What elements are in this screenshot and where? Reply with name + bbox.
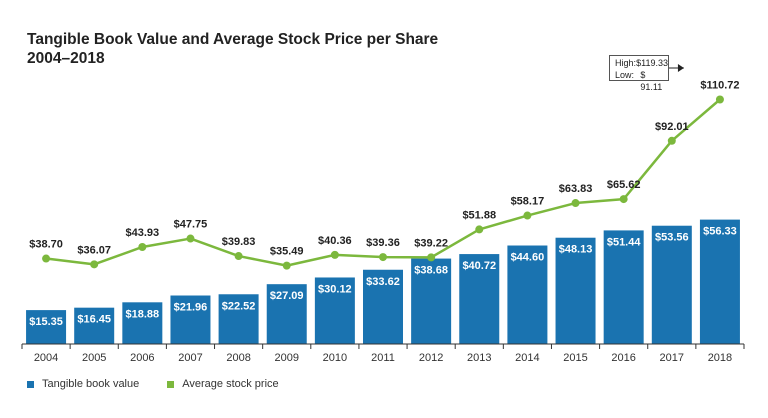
bar-data-label: $21.96 xyxy=(174,302,208,314)
bar-tangible-book-value xyxy=(122,302,163,344)
x-tick-label: 2013 xyxy=(467,352,491,364)
legend-label-line: Average stock price xyxy=(182,378,279,390)
x-tick-label: 2005 xyxy=(82,352,106,364)
line-data-label: $39.83 xyxy=(222,236,256,248)
bar-tangible-book-value xyxy=(170,295,211,344)
chart-title-line2: 2004–2018 xyxy=(27,50,105,67)
line-point-average-stock-price xyxy=(715,95,724,104)
bar-tangible-book-value xyxy=(507,245,548,344)
annotation-low-value: $ 91.11 xyxy=(640,70,663,92)
bar-data-label: $27.09 xyxy=(270,290,304,302)
line-point-average-stock-price xyxy=(379,253,387,262)
x-tick-label: 2016 xyxy=(611,352,635,364)
bar-data-label: $16.45 xyxy=(77,314,111,326)
bar-data-label: $44.60 xyxy=(511,252,545,264)
line-data-label: $51.88 xyxy=(462,209,496,221)
bar-tangible-book-value xyxy=(363,269,403,344)
line-point-average-stock-price xyxy=(427,253,436,262)
line-data-label: $65.62 xyxy=(607,179,641,191)
bar-tangible-book-value xyxy=(218,294,259,344)
line-data-label: $36.07 xyxy=(77,244,111,256)
line-data-label: $40.36 xyxy=(318,235,352,247)
bar-tangible-book-value xyxy=(603,230,644,344)
high-low-annotation: High: $119.33 Low: $ 91.11 xyxy=(609,55,669,92)
line-data-label: $39.36 xyxy=(366,237,400,249)
bar-tangible-book-value xyxy=(26,310,67,344)
bar-data-label: $53.56 xyxy=(655,232,689,244)
x-tick-label: 2014 xyxy=(515,352,539,364)
bar-tangible-book-value xyxy=(459,254,500,344)
line-point-average-stock-price xyxy=(42,254,51,263)
annotation-high-label: High: xyxy=(615,58,637,68)
bar-data-label: $48.13 xyxy=(559,244,593,256)
bar-data-label: $56.33 xyxy=(703,226,737,238)
x-tick-label: 2017 xyxy=(660,352,684,364)
line-point-average-stock-price xyxy=(234,252,243,261)
bar-data-label: $22.52 xyxy=(222,300,256,312)
x-tick-label: 2007 xyxy=(178,352,202,364)
line-data-label: $92.01 xyxy=(655,121,689,133)
x-tick-label: 2010 xyxy=(323,352,347,364)
bar-data-label: $18.88 xyxy=(126,308,160,320)
line-data-label: $63.83 xyxy=(559,183,593,195)
line-point-average-stock-price xyxy=(475,225,484,234)
x-tick-label: 2011 xyxy=(371,352,395,364)
bar-tangible-book-value xyxy=(314,277,355,344)
line-point-average-stock-price xyxy=(523,211,532,220)
line-data-label: $47.75 xyxy=(174,219,208,231)
bar-tangible-book-value xyxy=(74,307,115,344)
bar-data-label: $33.62 xyxy=(366,276,400,288)
annotation-high-value: $119.33 xyxy=(636,58,668,68)
line-data-label: $43.93 xyxy=(126,227,160,239)
bar-tangible-book-value xyxy=(651,225,692,344)
line-data-label: $58.17 xyxy=(511,196,545,208)
chart-title-line1: Tangible Book Value and Average Stock Pr… xyxy=(27,31,439,48)
legend-swatch-line xyxy=(167,380,175,388)
x-tick-label: 2004 xyxy=(34,352,58,364)
bar-data-label: $38.68 xyxy=(414,265,448,277)
x-tick-label: 2012 xyxy=(419,352,443,364)
line-point-average-stock-price xyxy=(619,195,628,204)
bar-data-label: $40.72 xyxy=(462,260,496,272)
bar-tangible-book-value xyxy=(555,237,596,344)
bar-data-label: $15.35 xyxy=(29,316,63,328)
legend-item-bars: Tangible book value xyxy=(27,378,139,390)
line-point-average-stock-price xyxy=(90,260,99,269)
line-data-label: $35.49 xyxy=(270,246,304,258)
line-point-average-stock-price xyxy=(186,234,195,243)
line-data-label: $110.72 xyxy=(700,79,739,91)
x-tick-label: 2015 xyxy=(563,352,587,364)
bar-data-label: $51.44 xyxy=(607,236,642,248)
line-point-average-stock-price xyxy=(667,136,676,145)
bar-data-label: $30.12 xyxy=(318,283,352,295)
line-point-average-stock-price xyxy=(571,199,580,208)
x-tick-label: 2006 xyxy=(130,352,154,364)
line-data-label: $38.70 xyxy=(29,239,63,251)
x-tick-label: 2009 xyxy=(274,352,298,364)
chart-title: Tangible Book Value and Average Stock Pr… xyxy=(27,30,438,68)
legend: Tangible book value Average stock price xyxy=(27,378,279,390)
line-point-average-stock-price xyxy=(138,242,147,251)
bar-tangible-book-value xyxy=(411,258,452,344)
legend-swatch-bars xyxy=(27,380,34,388)
line-point-average-stock-price xyxy=(330,250,339,259)
legend-label-bars: Tangible book value xyxy=(42,378,140,390)
bar-tangible-book-value xyxy=(699,219,740,344)
line-data-label: $39.22 xyxy=(414,237,448,249)
bar-tangible-book-value xyxy=(266,284,307,344)
legend-item-line: Average stock price xyxy=(167,378,279,390)
x-tick-label: 2018 xyxy=(708,352,732,364)
x-tick-label: 2008 xyxy=(226,352,250,364)
line-point-average-stock-price xyxy=(282,261,291,270)
annotation-arrow-head xyxy=(677,64,684,72)
annotation-low-label: Low: xyxy=(615,70,635,80)
